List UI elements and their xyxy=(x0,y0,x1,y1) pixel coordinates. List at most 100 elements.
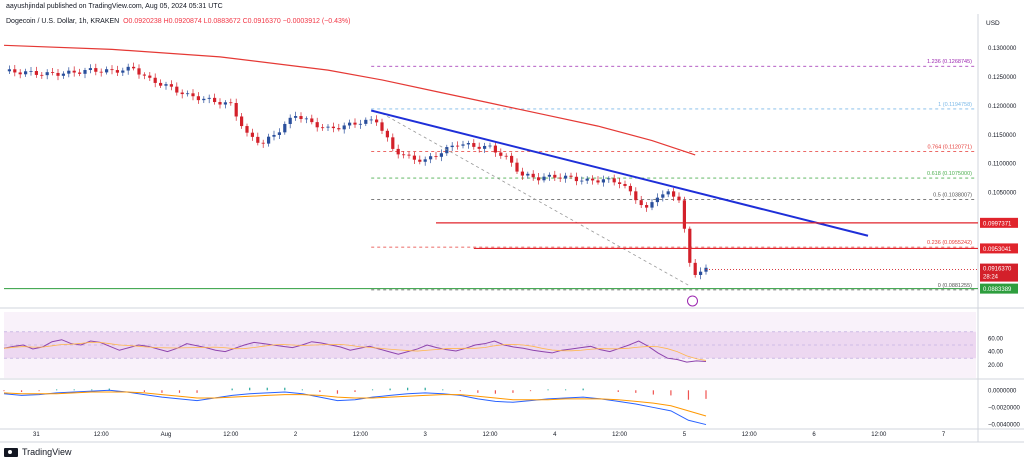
candle-body xyxy=(407,154,411,156)
candle-body xyxy=(88,68,92,71)
candle-body xyxy=(488,145,492,147)
candle-body xyxy=(72,70,76,73)
candle-body xyxy=(13,69,17,73)
candle-body xyxy=(148,75,152,78)
candle-body xyxy=(412,155,416,160)
candle-body xyxy=(137,68,141,75)
candle-body xyxy=(499,152,503,156)
candle-body xyxy=(639,200,643,206)
candle-body xyxy=(315,122,319,128)
candle-body xyxy=(348,122,352,126)
time-tick-label: 12:00 xyxy=(94,432,110,438)
candle-body xyxy=(299,116,303,120)
candle-body xyxy=(105,69,109,73)
candle-body xyxy=(456,145,460,147)
candle-body xyxy=(461,144,465,146)
candle-body xyxy=(423,159,427,162)
candle-body xyxy=(547,174,551,177)
fib-level-label: 0.236 (0.0955242) xyxy=(927,240,972,246)
candle-body xyxy=(126,66,130,71)
price-tag xyxy=(980,217,1018,228)
candle-body xyxy=(337,128,341,130)
projection-dashed-line xyxy=(381,113,690,287)
macd-tick-label: −0.0020000 xyxy=(988,405,1021,411)
candle-body xyxy=(418,159,422,162)
candle-body xyxy=(553,174,557,178)
candle-body xyxy=(29,71,33,72)
candle-body xyxy=(24,71,28,75)
price-tick-label: 0.1200000 xyxy=(988,104,1017,110)
macd-line xyxy=(3,389,707,426)
candle-body xyxy=(67,70,71,74)
candles-group xyxy=(7,62,708,280)
time-tick-label: 12:00 xyxy=(612,432,628,438)
footer-brand[interactable]: TradingView xyxy=(4,447,72,457)
candle-body xyxy=(672,191,676,197)
candle-body xyxy=(342,125,346,130)
time-tick-label: 6 xyxy=(812,432,816,438)
candle-body xyxy=(585,178,589,181)
candle-body xyxy=(661,194,665,198)
candle-body xyxy=(304,118,308,120)
candle-body xyxy=(99,71,103,73)
price-tag xyxy=(980,243,1018,254)
candle-body xyxy=(526,173,530,176)
current-price-tag xyxy=(980,263,1018,282)
rsi-tick-label: 60.00 xyxy=(988,336,1004,342)
candle-body xyxy=(650,202,654,208)
candle-body xyxy=(159,82,163,86)
fib-level-label: 0 (0.0881255) xyxy=(938,283,972,289)
time-tick-label: 7 xyxy=(942,432,946,438)
time-tick-label: 12:00 xyxy=(482,432,498,438)
candle-body xyxy=(83,70,87,74)
time-tick-label: 12:00 xyxy=(871,432,887,438)
ohlc-values: O0.0920238 H0.0920874 L0.0883672 C0.0916… xyxy=(123,18,351,25)
price-tick-label: 0.1300000 xyxy=(988,46,1017,52)
current-price-label: 0.0916370 xyxy=(983,267,1012,273)
candle-body xyxy=(234,103,238,117)
candle-body xyxy=(110,69,114,71)
candle-body xyxy=(186,93,190,95)
macd-signal-line xyxy=(3,391,707,417)
candle-body xyxy=(18,72,22,75)
candle-body xyxy=(682,200,686,229)
time-tick-label: 3 xyxy=(424,432,428,438)
candle-body xyxy=(628,185,632,192)
candle-body xyxy=(520,171,524,176)
candle-body xyxy=(56,72,60,76)
candle-body xyxy=(369,119,373,121)
candle-body xyxy=(510,155,514,163)
time-tick-label: Aug xyxy=(161,432,172,438)
time-tick-label: 4 xyxy=(553,432,557,438)
fib-level-label: 1 (0.1194758) xyxy=(938,102,972,108)
candle-body xyxy=(132,66,136,69)
moving-average-line xyxy=(3,44,696,156)
price-tick-label: 0.1050000 xyxy=(988,190,1017,196)
candle-body xyxy=(537,177,541,181)
candle-body xyxy=(391,137,395,149)
macd-tick-label: 0.0000000 xyxy=(988,388,1017,394)
candle-body xyxy=(310,118,314,123)
event-marker-icon xyxy=(687,295,698,307)
price-tick-label: 0.1100000 xyxy=(988,162,1017,168)
time-tick-label: 31 xyxy=(33,432,40,438)
candle-body xyxy=(591,178,595,181)
candle-body xyxy=(580,180,584,182)
candle-body xyxy=(688,228,692,263)
candle-body xyxy=(218,102,222,105)
candle-body xyxy=(375,119,379,123)
candle-body xyxy=(618,182,622,184)
candle-body xyxy=(121,70,125,73)
candle-body xyxy=(94,68,98,72)
candle-body xyxy=(699,271,703,275)
candle-body xyxy=(472,143,476,147)
candle-body xyxy=(677,196,681,201)
candle-body xyxy=(542,176,546,181)
candle-body xyxy=(655,197,659,203)
candle-body xyxy=(569,175,573,177)
candle-body xyxy=(601,179,605,183)
symbol-name[interactable]: Dogecoin / U.S. Dollar, 1h, KRAKEN xyxy=(6,18,120,25)
candle-body xyxy=(596,180,600,183)
candle-body xyxy=(7,69,11,72)
